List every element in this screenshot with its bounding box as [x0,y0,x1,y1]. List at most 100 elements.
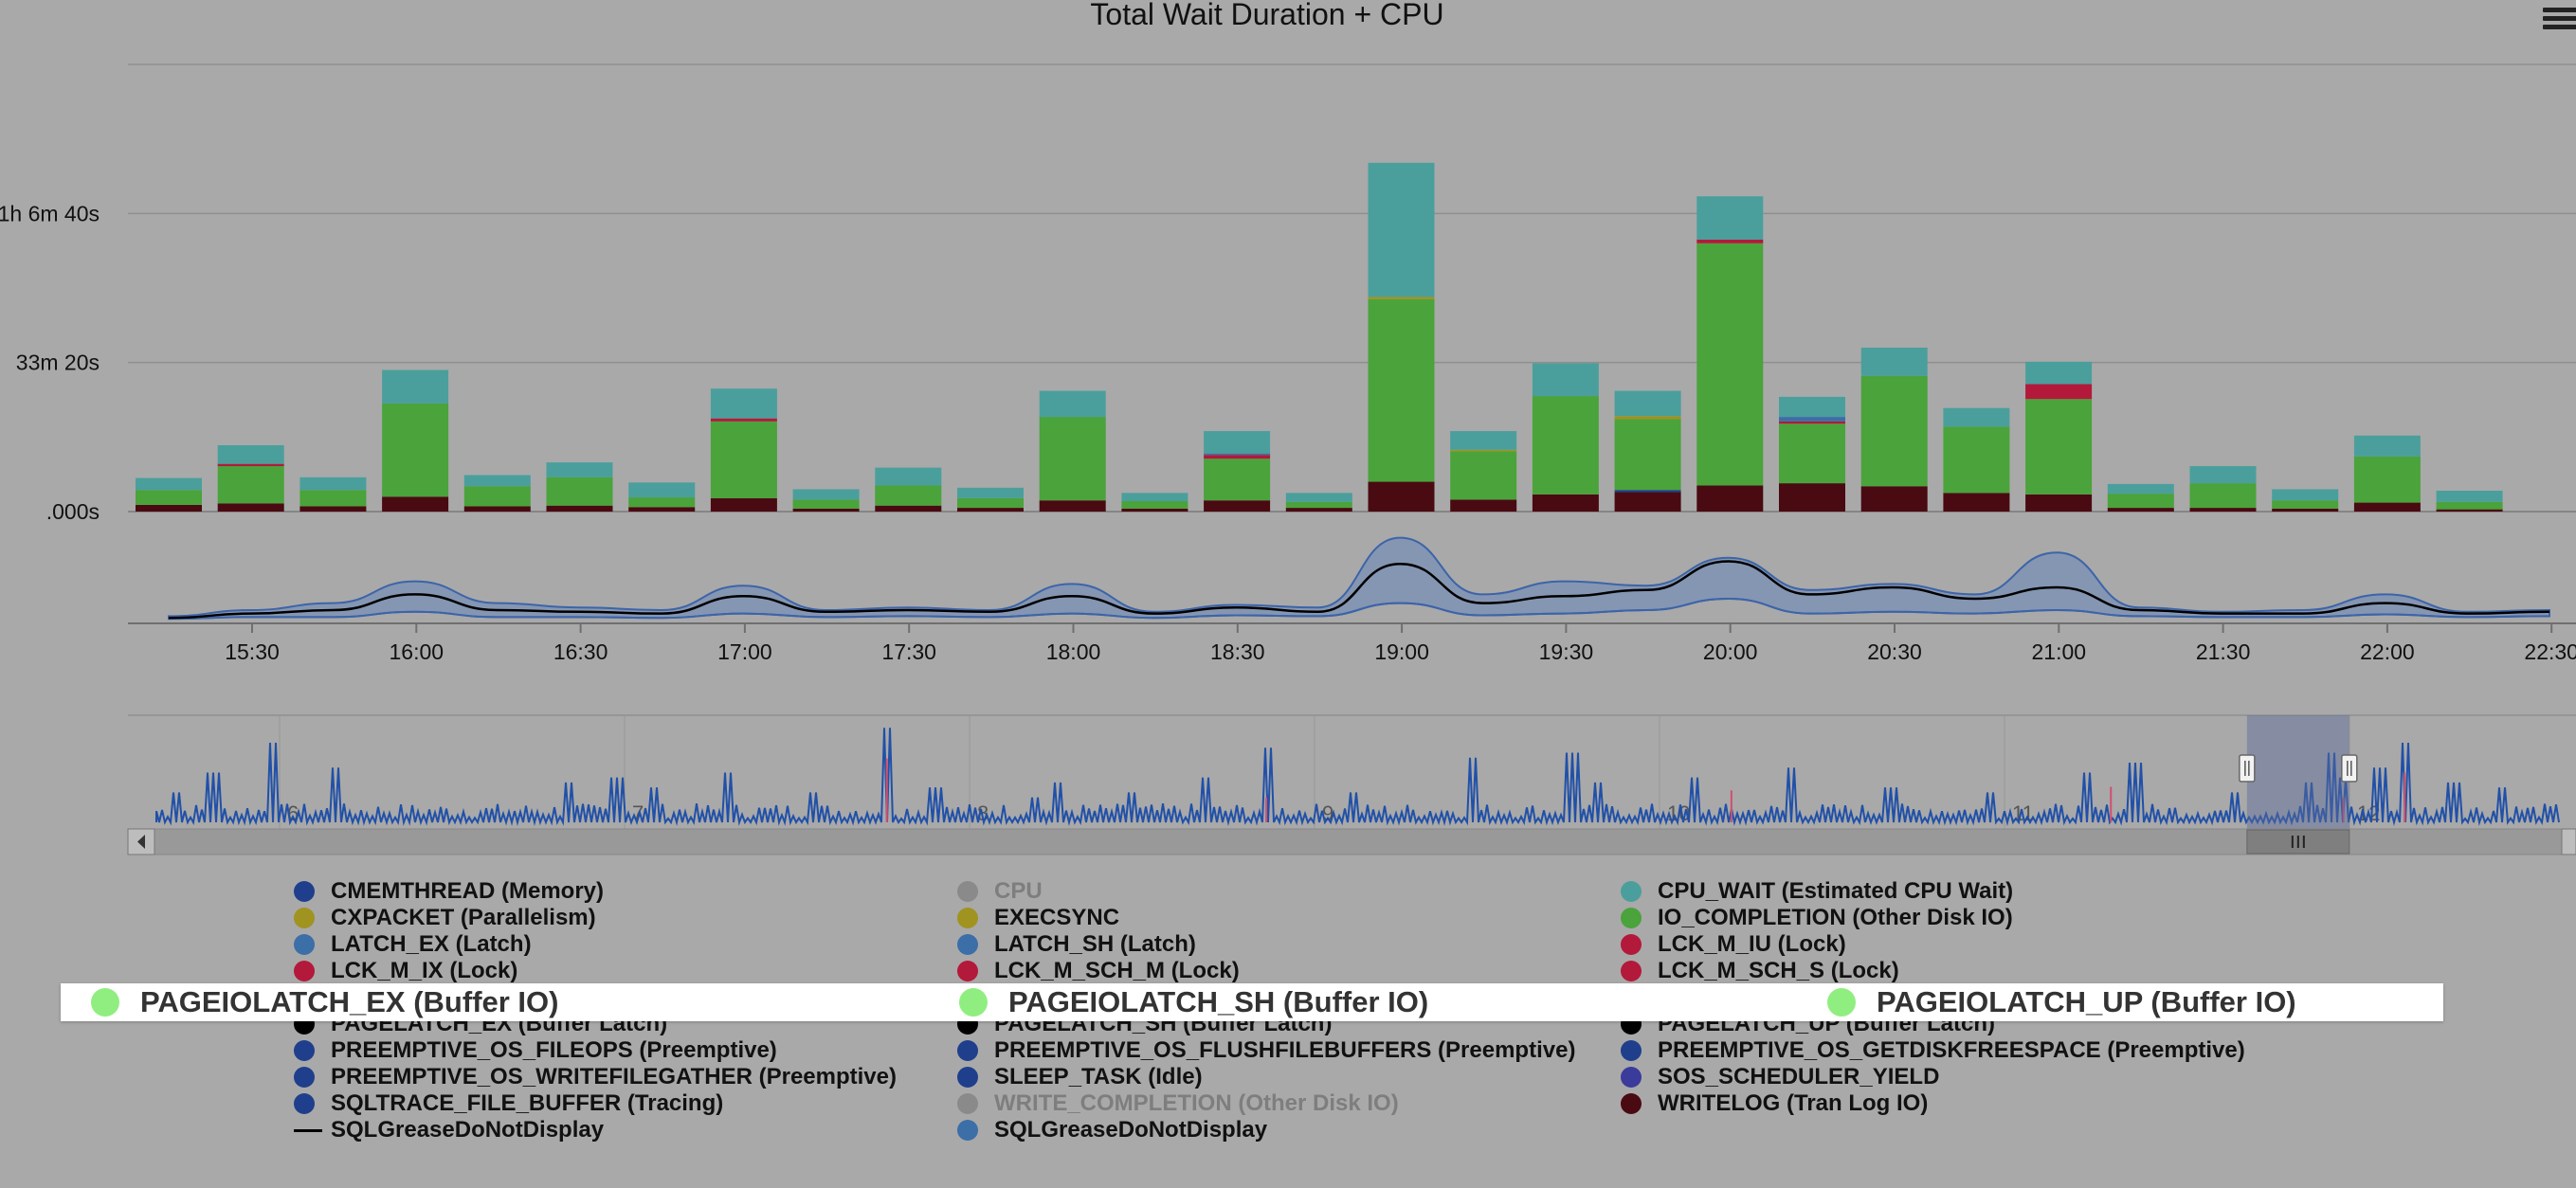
bar-stack[interactable] [1779,396,1845,512]
bar-stack[interactable] [1532,363,1599,512]
bar-stack[interactable] [299,477,367,512]
bar-segment[interactable] [1450,449,1517,452]
bar-segment[interactable] [1368,297,1435,299]
legend-item[interactable]: SLEEP_TASK (Idle) [957,1064,1203,1090]
bar-stack[interactable] [1450,431,1517,512]
bar-stack[interactable] [546,462,613,512]
bar-segment[interactable] [710,388,777,419]
bar-segment[interactable] [875,505,942,512]
legend-item[interactable]: CXPACKET (Parallelism) [294,905,596,931]
legend-item[interactable]: SOS_SCHEDULER_YIELD [1621,1064,1939,1090]
bar-stack[interactable] [1368,162,1435,512]
bar-segment[interactable] [2189,483,2257,509]
bar-segment[interactable] [2025,399,2093,495]
navigator[interactable]: 6 7 8 9 10 11 12 [127,714,2576,855]
bar-segment[interactable] [2436,490,2503,502]
bar-segment[interactable] [957,508,1024,512]
bar-stack[interactable] [136,477,202,512]
bar-segment[interactable] [792,508,860,512]
bar-segment[interactable] [2353,456,2421,503]
bar-segment[interactable] [1614,419,1681,491]
bar-segment[interactable] [2107,494,2174,509]
bar-segment[interactable] [382,496,449,512]
bar-segment[interactable] [1614,492,1681,512]
bar-segment[interactable] [546,462,613,477]
legend-item[interactable]: LATCH_EX (Latch) [294,931,532,958]
bar-segment[interactable] [710,421,777,498]
bar-segment[interactable] [1532,494,1599,512]
legend-item[interactable]: SQLGreaseDoNotDisplay [294,1117,604,1143]
legend-item[interactable]: LATCH_SH (Latch) [957,931,1196,958]
bar-segment[interactable] [1450,499,1517,512]
bar-segment[interactable] [1039,390,1106,418]
bar-segment[interactable] [1532,363,1599,397]
bar-segment[interactable] [2272,489,2339,501]
bar-segment[interactable] [2025,361,2093,385]
bar-segment[interactable] [546,477,613,506]
bar-stack[interactable] [875,467,942,512]
bar-segment[interactable] [2107,483,2174,495]
bar-segment[interactable] [299,477,367,491]
bar-stack[interactable] [1285,493,1352,512]
legend-item[interactable]: PREEMPTIVE_OS_FILEOPS (Preemptive) [294,1037,777,1064]
bar-stack[interactable] [1860,347,1928,512]
bar-segment[interactable] [1285,508,1352,512]
bar-segment[interactable] [1204,459,1271,501]
bar-stack[interactable] [710,388,777,512]
bar-stack[interactable] [1039,390,1106,512]
bar-segment[interactable] [1779,396,1845,418]
bar-segment[interactable] [382,369,449,404]
bar-segment[interactable] [875,485,942,506]
bar-stack[interactable] [463,475,531,512]
bar-segment[interactable] [1860,375,1928,487]
bar-stack[interactable] [382,369,449,512]
legend-item[interactable]: IO_COMPLETION (Other Disk IO) [1621,905,2013,931]
bar-segment[interactable] [1696,239,1764,243]
bar-segment[interactable] [1860,486,1928,512]
bar-segment[interactable] [628,497,696,508]
bar-series[interactable] [136,162,2503,512]
bar-segment[interactable] [217,503,284,512]
bar-segment[interactable] [710,418,777,422]
bar-segment[interactable] [1450,451,1517,500]
bar-segment[interactable] [1285,501,1352,509]
bar-stack[interactable] [2353,435,2421,512]
bar-segment[interactable] [1450,431,1517,450]
bar-stack[interactable] [1204,431,1271,512]
legend-item[interactable]: CPU_WAIT (Estimated CPU Wait) [1621,878,2013,905]
highlight-legend-item[interactable]: PAGEIOLATCH_SH (Buffer IO) [959,985,1428,1019]
bar-segment[interactable] [299,506,367,512]
bar-segment[interactable] [2025,494,2093,512]
bar-segment[interactable] [1779,417,1845,422]
highlight-legend-item[interactable]: PAGEIOLATCH_UP (Buffer IO) [1827,985,2296,1019]
bar-segment[interactable] [2107,508,2174,512]
bar-stack[interactable] [1614,390,1681,512]
scrollbar-track[interactable] [127,828,2576,855]
bar-stack[interactable] [1121,493,1188,512]
bar-segment[interactable] [792,499,860,509]
legend-item[interactable]: CMEMTHREAD (Memory) [294,878,604,905]
legend-item[interactable]: SQLGreaseDoNotDisplay [957,1117,1267,1143]
navigator-handle[interactable] [2341,754,2358,783]
bar-stack[interactable] [1943,407,2010,512]
bar-segment[interactable] [463,486,531,507]
bar-segment[interactable] [1121,508,1188,512]
bar-segment[interactable] [1368,298,1435,482]
bar-segment[interactable] [2272,500,2339,509]
bar-segment[interactable] [792,489,860,500]
bar-segment[interactable] [1204,431,1271,454]
bar-segment[interactable] [1039,500,1106,512]
legend-item[interactable]: EXECSYNC [957,905,1119,931]
bar-segment[interactable] [710,497,777,512]
bar-segment[interactable] [1943,426,2010,494]
bar-segment[interactable] [217,466,284,504]
bar-segment[interactable] [1614,490,1681,493]
bar-stack[interactable] [2272,489,2339,512]
legend-item[interactable]: LCK_M_IX (Lock) [294,958,517,984]
bar-segment[interactable] [1614,416,1681,420]
bar-segment[interactable] [1532,396,1599,495]
legend-item[interactable]: PREEMPTIVE_OS_GETDISKFREESPACE (Preempti… [1621,1037,2245,1064]
bar-segment[interactable] [875,467,942,486]
bar-segment[interactable] [2189,508,2257,512]
legend-item[interactable]: LCK_M_SCH_M (Lock) [957,958,1240,984]
